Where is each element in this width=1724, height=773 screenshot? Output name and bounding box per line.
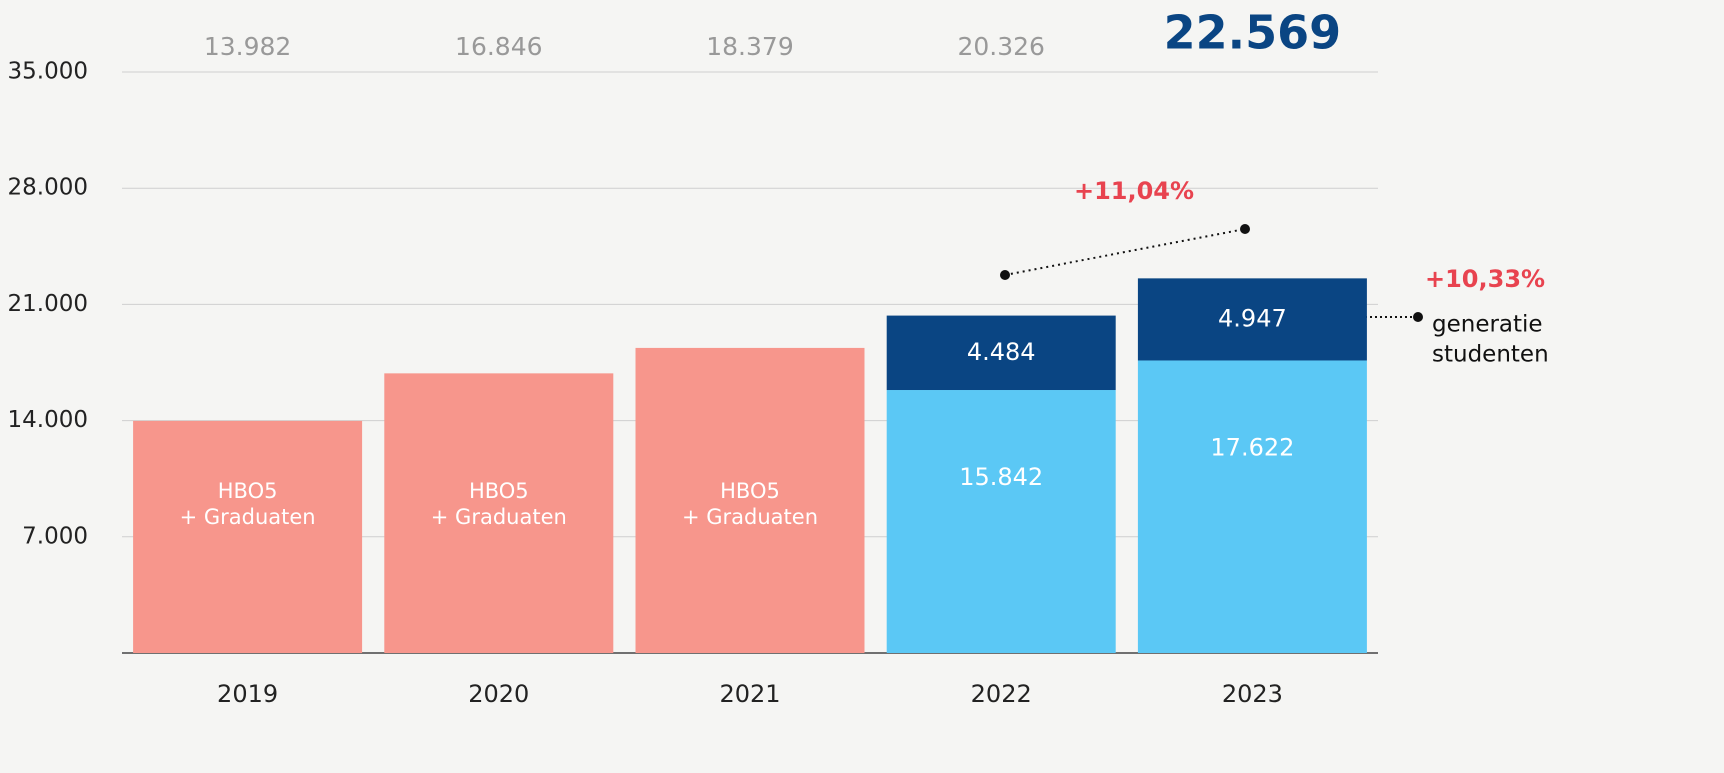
bar-segment — [886, 390, 1116, 653]
total-label: 18.379 — [706, 32, 793, 61]
connector-dot — [1413, 312, 1423, 322]
connector-dot — [1000, 270, 1010, 280]
y-tick-label: 28.000 — [8, 175, 88, 201]
total-label: 16.846 — [455, 32, 542, 61]
segment-value-label: 4.484 — [967, 338, 1036, 366]
y-tick-label: 35.000 — [8, 59, 88, 85]
bar-category-label: HBO5 — [469, 479, 529, 503]
bar-category-label: + Graduaten — [682, 505, 818, 529]
segment-value-label: 17.622 — [1210, 433, 1294, 461]
bar-segment — [886, 315, 1116, 391]
total-label: 22.569 — [1164, 6, 1342, 60]
bar-category-label: + Graduaten — [180, 505, 316, 529]
bar-category-label: + Graduaten — [431, 505, 567, 529]
bar-segment — [1137, 278, 1367, 361]
y-tick-label: 21.000 — [8, 291, 88, 317]
growth-connector — [1004, 228, 1246, 276]
x-tick-label: 2021 — [719, 680, 780, 708]
y-tick-label: 7.000 — [22, 523, 88, 549]
bar-segment — [1137, 360, 1367, 653]
x-tick-label: 2020 — [468, 680, 529, 708]
segment-value-label: 15.842 — [959, 463, 1043, 491]
connector-dot — [1240, 224, 1250, 234]
x-tick-label: 2019 — [217, 680, 278, 708]
total-label: 13.982 — [204, 32, 291, 61]
segment-value-label: 4.947 — [1218, 304, 1287, 332]
bar-category-label: HBO5 — [218, 479, 278, 503]
y-tick-label: 14.000 — [8, 407, 88, 433]
segment-note: generatie — [1432, 312, 1543, 338]
segment-note: studenten — [1432, 342, 1549, 368]
bar-segment — [133, 420, 363, 653]
x-tick-label: 2023 — [1222, 680, 1283, 708]
growth-total-label: +11,04% — [1074, 177, 1194, 205]
total-label: 20.326 — [957, 32, 1044, 61]
growth-segment-label: +10,33% — [1425, 265, 1545, 293]
bar-category-label: HBO5 — [720, 479, 780, 503]
bar-segment — [635, 347, 865, 653]
x-tick-label: 2022 — [971, 680, 1032, 708]
bar-segment — [384, 373, 614, 653]
